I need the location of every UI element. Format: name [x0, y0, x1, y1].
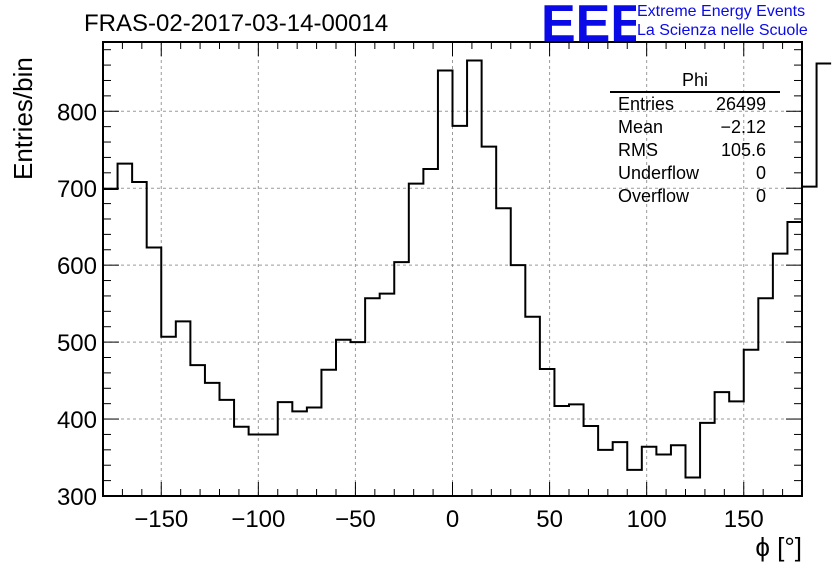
stats-title: Phi: [681, 70, 708, 90]
stats-row-entries: Entries 26499: [610, 93, 780, 116]
y-tick-label: 300: [57, 484, 97, 511]
stats-separator: [610, 91, 780, 93]
stats-label: Underflow: [618, 163, 700, 183]
logo-line1: Extreme Energy Events: [637, 3, 806, 20]
logo-text: EEE: [541, 0, 636, 48]
stats-value: 0: [755, 186, 766, 206]
plot-frame: [102, 41, 803, 497]
y-axis-label: Entries/bin: [8, 57, 38, 180]
x-tick-label: 0: [446, 506, 459, 533]
x-tick-label: −100: [231, 506, 285, 533]
x-axis-label: ϕ [°]: [755, 532, 802, 562]
stats-value: −2.12: [720, 117, 766, 137]
stats-value: 26499: [715, 94, 766, 114]
y-tick-label: 600: [57, 253, 97, 280]
eee-logo: EEE: [541, 0, 636, 48]
y-tick-label: 500: [57, 330, 97, 357]
x-tick-label: −50: [335, 506, 376, 533]
histogram-line: [103, 59, 832, 479]
x-tick-label: −150: [134, 506, 188, 533]
axis-ticks: [102, 42, 803, 497]
grid-lines: [103, 42, 802, 496]
y-tick-label: 800: [57, 99, 97, 126]
stats-label: Overflow: [618, 186, 690, 206]
stats-row-overflow: Overflow 0: [610, 185, 780, 208]
logo-line2: La Scienza nelle Scuole: [637, 22, 808, 39]
x-tick-label: 150: [724, 506, 764, 533]
x-tick-label: 100: [627, 506, 667, 533]
x-tick-label: 50: [536, 506, 563, 533]
stats-row-rms: RMS 105.6: [610, 139, 780, 162]
axis-tick-labels: −150 −100 −50 0 50 100 150 300 400 500 600 700 800: [57, 99, 764, 533]
chart-title: FRAS-02-2017-03-14-00014: [84, 10, 389, 37]
stats-label: Mean: [618, 117, 664, 137]
stats-value: 0: [755, 163, 766, 183]
stats-label: RMS: [618, 140, 658, 160]
y-tick-label: 700: [57, 176, 97, 203]
stats-row-mean: Mean −2.12: [610, 116, 780, 139]
stats-box: Phi Entries 26499 Mean −2.12 RMS 105.6 Unde…: [610, 70, 780, 208]
stats-row-underflow: Underflow 0: [610, 162, 780, 185]
stats-label: Entries: [618, 94, 675, 114]
stats-value: 105.6: [720, 140, 766, 160]
logo-caption: Extreme Energy Events La Scienza nelle S…: [637, 2, 808, 40]
y-tick-label: 400: [57, 407, 97, 434]
